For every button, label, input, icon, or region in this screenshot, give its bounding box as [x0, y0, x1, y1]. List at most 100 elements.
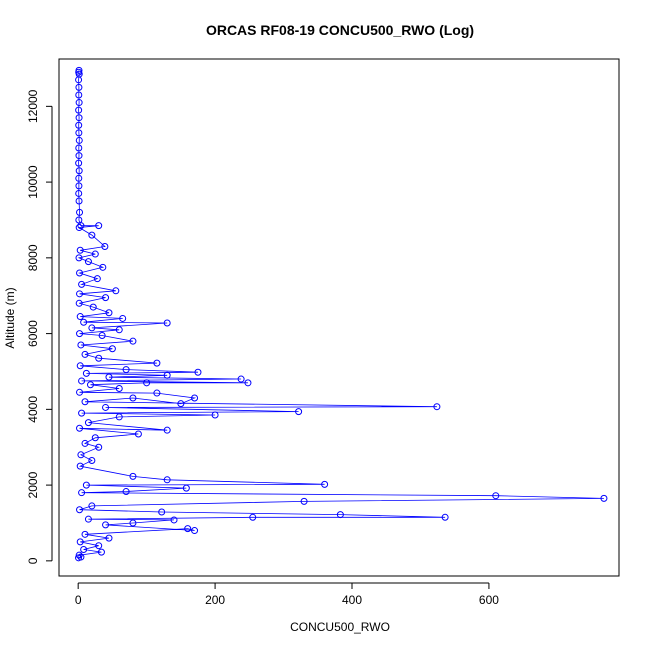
data-point	[97, 548, 105, 556]
data-point	[76, 208, 84, 216]
series-line	[77, 70, 604, 559]
data-point	[76, 290, 84, 298]
data-point	[75, 551, 83, 559]
data-point	[143, 379, 151, 387]
x-axis-label: CONCU500_RWO	[290, 620, 390, 634]
data-point	[163, 426, 171, 434]
data-point	[75, 76, 83, 84]
data-point	[76, 388, 84, 396]
data-point	[75, 189, 83, 197]
data-point	[101, 242, 109, 250]
data-point	[76, 462, 84, 470]
data-point	[184, 525, 192, 533]
data-point	[91, 250, 99, 258]
data-point	[115, 385, 123, 393]
y-axis-label: Altitude (m)	[3, 287, 17, 348]
x-axis: 0 200 400 600	[75, 582, 499, 607]
data-point	[134, 430, 142, 438]
data-point	[102, 521, 110, 529]
data-point	[75, 254, 83, 262]
data-point	[115, 326, 123, 334]
y-tick-label: 2000	[26, 471, 40, 498]
data-point	[122, 488, 130, 496]
data-point	[75, 174, 83, 182]
data-point	[88, 456, 96, 464]
data-point	[102, 403, 110, 411]
data-point	[84, 515, 92, 523]
y-tick-label: 12000	[26, 89, 40, 123]
data-point	[105, 309, 113, 317]
data-point	[76, 330, 84, 338]
data-point	[81, 439, 89, 447]
data-point	[75, 129, 83, 137]
data-point	[102, 294, 110, 302]
data-point	[75, 99, 83, 107]
data-point	[119, 314, 127, 322]
data-point	[177, 400, 185, 408]
data-point	[75, 197, 83, 205]
data-point	[433, 403, 441, 411]
data-point	[75, 167, 83, 175]
data-point	[122, 366, 130, 374]
data-point	[295, 408, 303, 416]
data-point	[78, 377, 86, 385]
data-point	[237, 375, 245, 383]
data-point	[75, 83, 83, 91]
data-point	[86, 381, 94, 389]
data-point	[75, 299, 83, 307]
data-point	[129, 472, 137, 480]
data-point	[82, 369, 90, 377]
data-point	[75, 554, 83, 562]
data-point	[191, 394, 199, 402]
data-point	[80, 545, 88, 553]
data-point	[81, 398, 89, 406]
x-tick-label: 200	[205, 593, 225, 607]
data-point	[95, 542, 103, 550]
data-point	[78, 280, 86, 288]
chart-title: ORCAS RF08-19 CONCU500_RWO (Log)	[206, 22, 474, 38]
data-point	[336, 511, 344, 519]
data-point	[105, 534, 113, 542]
data-point	[91, 434, 99, 442]
data-point	[244, 379, 252, 387]
data-point	[163, 371, 171, 379]
data-point	[88, 324, 96, 332]
data-point	[75, 106, 83, 114]
data-point	[80, 318, 88, 326]
data-point	[321, 480, 329, 488]
data-point	[441, 513, 449, 521]
data-point	[249, 513, 257, 521]
data-point	[75, 91, 83, 99]
data-point	[88, 502, 96, 510]
data-point	[78, 409, 86, 417]
data-point	[163, 319, 171, 327]
data-point	[191, 527, 199, 535]
y-axis: 0 2000 4000 6000 8000 10000 12000	[26, 89, 53, 564]
data-point	[95, 354, 103, 362]
x-tick-label: 600	[479, 593, 499, 607]
x-tick-label: 0	[75, 593, 82, 607]
y-tick-label: 6000	[26, 320, 40, 347]
data-point	[75, 136, 83, 144]
data-point	[77, 341, 85, 349]
data-point	[77, 451, 85, 459]
data-point	[95, 222, 103, 230]
data-point	[75, 182, 83, 190]
data-point	[105, 373, 113, 381]
y-tick-label: 4000	[26, 396, 40, 423]
data-point	[98, 331, 106, 339]
data-point	[88, 231, 96, 239]
data-point	[153, 389, 161, 397]
data-point	[75, 144, 83, 152]
data-point	[93, 275, 101, 283]
data-point	[211, 411, 219, 419]
data-point	[492, 492, 500, 500]
data-point	[76, 506, 84, 514]
data-point	[84, 258, 92, 266]
y-tick-label: 10000	[26, 165, 40, 199]
data-point	[82, 481, 90, 489]
data-point	[77, 222, 85, 230]
plot-frame	[58, 58, 620, 577]
data-point	[76, 269, 84, 277]
